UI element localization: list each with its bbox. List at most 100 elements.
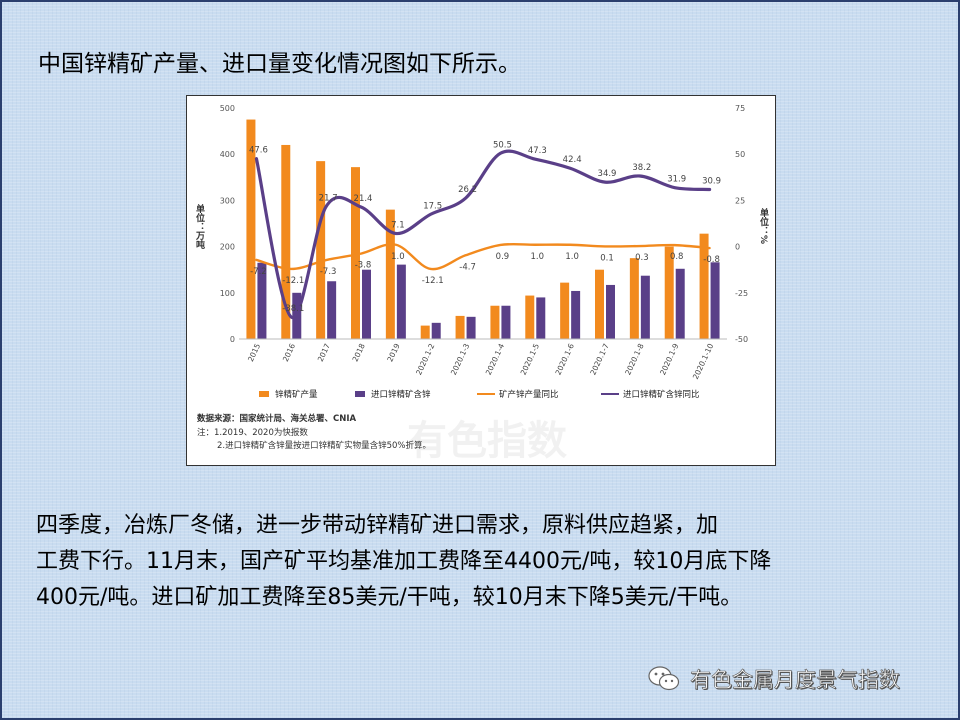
x-tick-label-4: 2019	[385, 342, 401, 363]
y-left-tick-label: 300	[220, 196, 235, 205]
x-tick-label-5: 2020.1-2	[414, 342, 437, 377]
data-label-import-zinc-yoy-12: 31.9	[667, 175, 686, 185]
data-label-ore-output-yoy-0: -7.2	[250, 267, 267, 277]
bar-ore-output-9	[560, 282, 570, 339]
data-label-import-zinc-yoy-8: 47.3	[528, 146, 547, 156]
bar-ore-output-12	[664, 246, 674, 339]
x-tick-label-8: 2020.1-5	[519, 342, 542, 377]
legend-label-2: 矿产锌产量同比	[499, 389, 559, 400]
data-label-import-zinc-yoy-4: 7.1	[391, 220, 405, 230]
bar-import-zinc-6	[466, 316, 476, 339]
data-label-import-zinc-yoy-5: 17.5	[423, 201, 442, 211]
data-label-ore-output-yoy-8: 1.0	[531, 252, 545, 262]
data-label-import-zinc-yoy-10: 34.9	[598, 169, 617, 179]
data-label-ore-output-yoy-11: 0.3	[635, 253, 649, 263]
bar-import-zinc-10	[606, 284, 615, 339]
x-tick-label-9: 2020.1-6	[554, 342, 577, 377]
data-label-import-zinc-yoy-2: 21.7	[319, 193, 338, 203]
data-label-import-zinc-yoy-11: 38.2	[632, 163, 651, 173]
y-right-tick-label: 50	[735, 150, 745, 159]
paragraph-line-2: 工费下行。11月末，国产矿平均基准加工费降至4400元/吨，较10月底下降	[36, 549, 772, 574]
y-right-tick-label: -25	[735, 289, 748, 298]
bar-ore-output-13	[699, 233, 709, 339]
data-label-import-zinc-yoy-13: 30.9	[702, 176, 721, 186]
bar-ore-output-2	[316, 161, 326, 339]
bar-ore-output-3	[351, 167, 360, 339]
bar-import-zinc-13	[710, 262, 720, 339]
bar-import-zinc-9	[571, 290, 581, 339]
data-label-import-zinc-yoy-0: 47.6	[249, 146, 268, 156]
legend-label-0: 锌精矿产量	[275, 389, 318, 400]
bar-import-zinc-12	[675, 268, 685, 339]
bar-ore-output-4	[385, 209, 395, 339]
bar-import-zinc-3	[362, 269, 371, 339]
bar-ore-output-1	[281, 144, 291, 339]
y-left-tick-label: 400	[220, 150, 235, 159]
y-right-tick-label: -50	[735, 335, 748, 344]
data-label-ore-output-yoy-12: 0.8	[670, 252, 684, 262]
bar-import-zinc-8	[536, 297, 546, 339]
x-tick-label-6: 2020.1-3	[449, 342, 472, 377]
data-label-import-zinc-yoy-1: -38.1	[282, 304, 304, 314]
x-tick-label-2: 2017	[316, 342, 332, 363]
y-left-tick-label: 0	[230, 335, 235, 344]
paragraph-line-3: 400元/吨。进口矿加工费降至85美元/干吨，较10月末下降5美元/干吨。	[36, 585, 743, 610]
data-label-ore-output-yoy-1: -12.1	[282, 276, 304, 286]
bar-import-zinc-4	[396, 264, 406, 339]
y-right-tick-label: 25	[735, 196, 745, 205]
data-label-ore-output-yoy-3: -3.8	[355, 261, 372, 271]
bar-ore-output-0	[246, 119, 256, 339]
data-label-ore-output-yoy-7: 0.9	[496, 252, 510, 262]
wechat-account-name: 有色金属月度景气指数	[690, 668, 901, 693]
data-label-import-zinc-yoy-9: 42.4	[563, 155, 582, 165]
data-label-ore-output-yoy-4: 1.0	[391, 252, 405, 262]
paragraph-line-1: 四季度，冶炼厂冬储，进一步带动锌精矿进口需求，原料供应趋紧，加	[36, 513, 719, 538]
bar-import-zinc-5	[431, 322, 441, 339]
legend-label-3: 进口锌精矿含锌同比	[623, 389, 700, 400]
x-tick-label-0: 2015	[246, 342, 262, 363]
data-label-ore-output-yoy-5: -12.1	[422, 276, 444, 286]
line-import-zinc-yoy	[254, 149, 712, 319]
zinc-chart: 有色指数 0 100 200 300 400 500 -50 -25 0 25 50 75 单位：万吨 单位…	[186, 95, 776, 466]
data-label-import-zinc-yoy-7: 50.5	[493, 140, 512, 150]
data-label-ore-output-yoy-9: 1.0	[565, 252, 579, 262]
x-tick-label-7: 2020.1-4	[484, 342, 507, 377]
bar-import-zinc-7	[501, 305, 511, 339]
bar-ore-output-10	[595, 269, 604, 339]
chart-note-1: 注：1.2019、2020为快报数	[197, 427, 308, 438]
y-left-tick-label: 500	[220, 104, 235, 113]
bar-ore-output-11	[629, 258, 639, 339]
x-tick-label-11: 2020.1-8	[623, 342, 646, 377]
chart-note-2: 2.进口锌精矿含锌量按进口锌精矿实物量含锌50%折算。	[217, 440, 431, 451]
y-right-axis-label: 单位：%	[758, 207, 769, 244]
legend-label-1: 进口锌精矿含锌	[371, 389, 431, 400]
wechat-icon	[648, 665, 680, 693]
data-label-import-zinc-yoy-3: 21.4	[354, 194, 373, 204]
watermark-logo-text: 有色指数	[407, 418, 567, 464]
wechat-signature: 有色金属月度景气指数	[648, 663, 900, 695]
data-label-import-zinc-yoy-6: 26.2	[458, 185, 477, 195]
data-label-ore-output-yoy-6: -4.7	[459, 262, 476, 272]
x-tick-label-13: 2020.1-10	[691, 342, 716, 381]
legend-swatch-0	[259, 391, 269, 397]
x-tick-label-10: 2020.1-7	[588, 342, 611, 377]
line-ore-output-yoy	[255, 242, 711, 271]
chart-svg: 有色指数 0 100 200 300 400 500 -50 -25 0 25 50 75 单位：万吨 单位…	[194, 104, 769, 464]
chart-note-0: 数据来源：国家统计局、海关总署、CNIA	[197, 413, 357, 424]
y-right-tick-label: 0	[735, 243, 740, 252]
y-right-tick-label: 75	[735, 104, 745, 113]
bar-import-zinc-0	[257, 262, 267, 339]
x-tick-label-1: 2016	[281, 342, 297, 363]
legend-swatch-1	[355, 391, 365, 397]
y-left-tick-label: 100	[220, 289, 235, 298]
bar-ore-output-7	[490, 305, 500, 339]
data-label-ore-output-yoy-10: 0.1	[600, 253, 614, 263]
bar-ore-output-8	[525, 295, 535, 339]
y-left-axis-label: 单位：万吨	[194, 203, 206, 250]
data-label-ore-output-yoy-13: -0.8	[703, 255, 720, 265]
bar-import-zinc-2	[327, 281, 337, 339]
slide-heading: 中国锌精矿产量、进口量变化情况图如下所示。	[38, 51, 521, 77]
bar-ore-output-5	[420, 325, 430, 339]
bar-ore-output-6	[455, 315, 465, 339]
